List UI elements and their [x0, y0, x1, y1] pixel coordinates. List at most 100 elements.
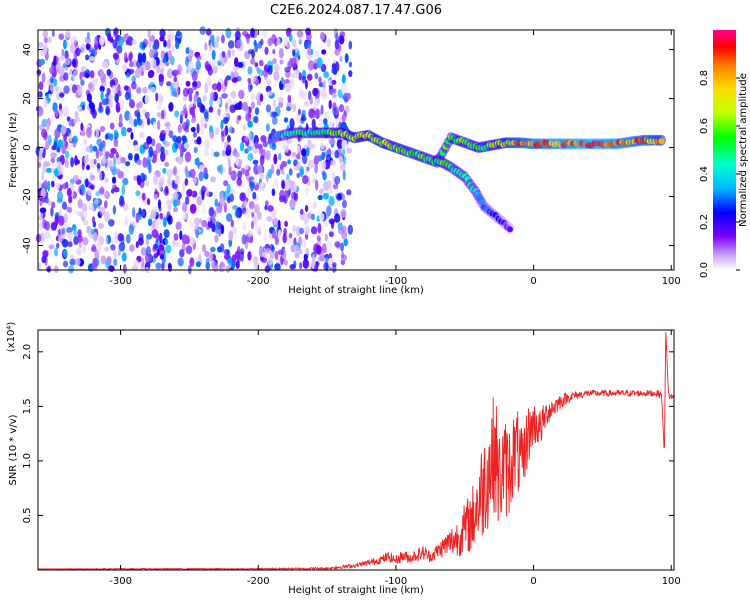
noise-cell: [145, 180, 150, 187]
noise-cell: [247, 251, 252, 261]
noise-cell: [185, 235, 190, 245]
noise-cell: [84, 178, 89, 188]
noise-cell: [206, 190, 210, 198]
noise-cell: [69, 258, 76, 266]
noise-cell: [202, 109, 209, 116]
noise-cell: [221, 93, 228, 99]
noise-cell: [247, 81, 253, 93]
noise-cell: [269, 142, 273, 150]
noise-cell: [302, 154, 308, 165]
noise-cell: [329, 159, 336, 165]
noise-cell: [142, 157, 148, 168]
noise-cell: [293, 190, 299, 202]
noise-cell: [159, 212, 163, 220]
noise-cell: [61, 144, 66, 155]
noise-cell: [43, 179, 48, 188]
noise-cell: [347, 224, 353, 235]
noise-cell: [251, 76, 257, 82]
noise-cell: [279, 59, 284, 65]
x-tick-label: -300: [109, 576, 132, 587]
noise-cell: [151, 229, 159, 239]
noise-cell: [166, 81, 172, 87]
noise-cell: [215, 220, 220, 228]
noise-cell: [323, 181, 329, 191]
noise-cell: [54, 128, 61, 139]
noise-cell: [106, 108, 111, 115]
noise-cell: [244, 210, 251, 219]
noise-cell: [172, 199, 178, 208]
x-tick-label: -300: [109, 276, 132, 287]
noise-cell: [180, 146, 184, 157]
noise-cell: [183, 95, 187, 102]
noise-cell: [305, 186, 309, 196]
noise-cell: [319, 188, 324, 195]
noise-cell: [173, 76, 178, 82]
noise-cell: [332, 262, 337, 268]
noise-cell: [267, 168, 272, 179]
noise-cell: [258, 59, 264, 67]
noise-cell: [227, 135, 231, 143]
noise-cell: [334, 150, 340, 159]
noise-cell: [55, 182, 61, 189]
noise-cell: [158, 232, 163, 244]
noise-cell: [218, 228, 222, 237]
noise-cell: [291, 151, 297, 158]
noise-cell: [231, 226, 238, 235]
noise-cell: [37, 106, 44, 117]
noise-cell: [36, 69, 42, 75]
noise-cell: [156, 119, 161, 131]
noise-cell: [203, 122, 208, 129]
noise-cell: [314, 50, 320, 58]
noise-cell: [160, 253, 164, 260]
noise-cell: [247, 153, 254, 162]
noise-cell: [221, 51, 226, 58]
noise-cell: [323, 262, 329, 271]
x-tick-label: 0: [530, 576, 536, 587]
noise-cell: [314, 263, 318, 273]
noise-cell: [331, 67, 338, 74]
noise-cell: [314, 163, 318, 174]
noise-cell: [37, 41, 44, 48]
noise-cell: [263, 232, 268, 243]
noise-cell: [329, 120, 333, 130]
noise-cell: [189, 168, 196, 179]
noise-cell: [348, 40, 353, 50]
noise-cell: [153, 174, 159, 186]
noise-cell: [140, 247, 147, 256]
noise-cell: [279, 163, 284, 171]
noise-cell: [321, 49, 327, 55]
noise-cell: [252, 159, 259, 165]
noise-cell: [211, 223, 216, 233]
noise-cell: [185, 47, 190, 55]
noise-cell: [223, 180, 229, 187]
noise-cell: [172, 192, 179, 201]
noise-cell: [254, 62, 259, 68]
noise-cell: [192, 131, 198, 138]
noise-cell: [248, 200, 255, 210]
noise-cell: [273, 153, 278, 165]
noise-cell: [236, 177, 242, 187]
noise-cell: [230, 71, 234, 80]
noise-cell: [331, 149, 335, 156]
noise-cell: [338, 104, 345, 113]
noise-cell: [324, 233, 328, 242]
noise-cell: [217, 246, 223, 253]
noise-cell: [50, 157, 56, 164]
noise-cell: [133, 144, 140, 152]
noise-cell: [235, 152, 240, 158]
noise-cell: [160, 68, 164, 75]
noise-cell: [208, 106, 214, 113]
noise-cell: [187, 87, 194, 95]
noise-cell: [304, 101, 309, 107]
noise-cell: [298, 35, 302, 44]
noise-cell: [250, 92, 255, 101]
noise-cell: [108, 93, 114, 102]
noise-cell: [194, 217, 200, 226]
noise-cell: [50, 206, 54, 217]
noise-cell: [307, 212, 313, 219]
noise-cell: [177, 257, 184, 267]
noise-cell: [44, 231, 51, 240]
noise-cell: [67, 142, 74, 148]
noise-cell: [331, 172, 336, 180]
noise-cell: [50, 82, 55, 93]
